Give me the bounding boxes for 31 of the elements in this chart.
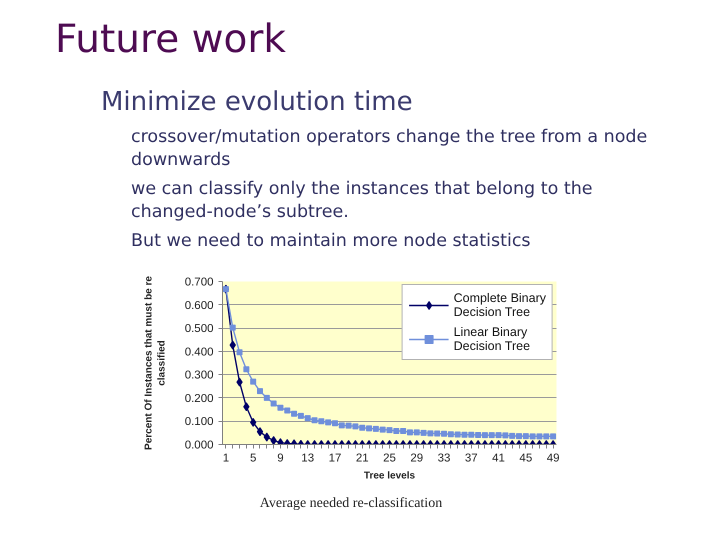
x-tick-label: 49 [546, 452, 560, 464]
legend-label: Complete Binary Decision Tree [454, 291, 546, 319]
x-tick-label: 41 [492, 452, 505, 464]
x-tick-label: 1 [222, 452, 230, 464]
chart-title: Future work [55, 17, 286, 64]
y-axis-title: Percent Of Instances that must be re classified [144, 276, 168, 450]
x-tick-label: 25 [383, 452, 396, 464]
x-tick-label: 9 [277, 452, 284, 464]
x-tick-label: 13 [301, 452, 314, 464]
y-tick-label: 0.700 [184, 276, 214, 288]
y-tick-label: 0.000 [184, 440, 214, 452]
legend-label: Linear Binary Decision Tree [454, 325, 530, 353]
y-tick-label: 0.300 [184, 370, 214, 382]
x-tick-label: 37 [464, 452, 478, 464]
chart-subtitle: Minimize evolution time [101, 87, 413, 118]
x-tick-label: 21 [356, 452, 369, 464]
x-tick-label: 45 [519, 452, 532, 464]
text: crossover/mutation operators change the tree from a node downwards [131, 126, 648, 172]
x-tick-label: 17 [328, 452, 342, 464]
x-tick-label: 29 [410, 452, 424, 464]
text: But we need to maintain more node statistics [131, 230, 532, 253]
x-axis-title: Tree levels [364, 470, 416, 482]
text: Average needed re-classification [258, 496, 444, 513]
y-tick-label: 0.500 [184, 323, 214, 336]
y-tick-label: 0.400 [184, 346, 214, 358]
x-tick-label: 5 [250, 452, 256, 464]
text: we can classify only the instances that belong to the changed-node’s subtree. [131, 178, 594, 224]
y-tick-label: 0.100 [184, 416, 214, 428]
y-tick-label: 0.200 [184, 392, 214, 405]
x-tick-label: 33 [438, 452, 450, 464]
y-tick-label: 0.600 [184, 300, 214, 312]
